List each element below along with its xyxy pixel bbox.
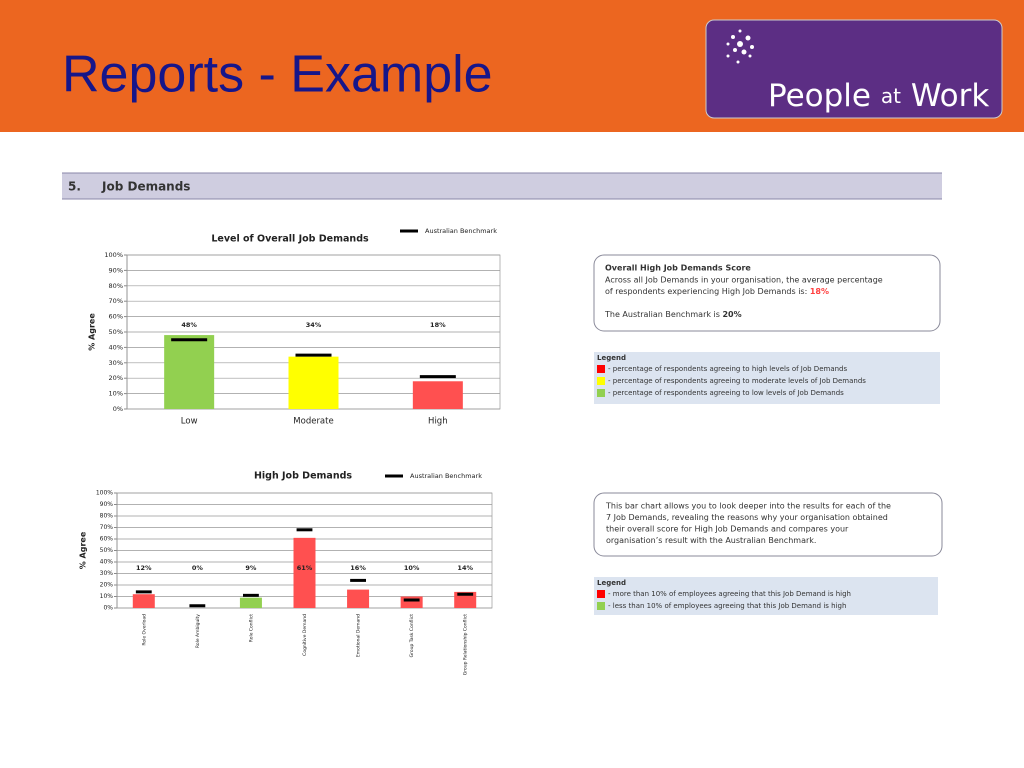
y-tick-label: 30% [109, 359, 123, 367]
x-tick-label: Moderate [293, 417, 333, 427]
value-label: 12% [136, 564, 152, 572]
y-tick-label: 30% [100, 570, 114, 577]
info-text: their overall score for High Job Demands… [606, 525, 849, 534]
info-text: organisation’s result with the Australia… [606, 536, 816, 545]
y-tick-label: 40% [109, 343, 123, 351]
legend-text: - percentage of respondents agreeing to … [608, 377, 866, 385]
y-axis-label: % Agree [88, 313, 97, 351]
x-tick-label: Role Conflict [248, 614, 254, 642]
bar [412, 381, 463, 409]
logo-text: People at Work [768, 78, 989, 114]
info-text: The Australian Benchmark is [604, 310, 722, 319]
y-tick-label: 60% [109, 313, 123, 321]
x-tick-label: Role Overload [141, 614, 147, 646]
info-text: 7 Job Demands, revealing the reasons why… [606, 513, 888, 522]
info-score: 18% [810, 287, 829, 296]
legend-text: - percentage of respondents agreeing to … [608, 389, 844, 397]
y-tick-label: 90% [100, 501, 114, 508]
x-tick-label: Group Relationship Conflict [463, 614, 469, 675]
bar [400, 596, 423, 608]
value-label: 48% [181, 321, 197, 329]
info-text: Across all Job Demands in your organisat… [605, 276, 883, 285]
info-box [593, 492, 943, 557]
x-tick-label: Emotional Demand [356, 614, 362, 657]
value-label: 61% [297, 564, 313, 572]
info-text: of respondents experiencing High Job Dem… [605, 287, 829, 296]
x-tick-label: Cognitive Demand [302, 614, 308, 656]
info-text: The Australian Benchmark is 20% [604, 310, 742, 319]
x-tick-label: Group Task Conflict [409, 614, 415, 658]
y-tick-label: 60% [100, 536, 114, 543]
legend-swatch [597, 377, 605, 385]
info-box [593, 254, 941, 332]
bar [454, 591, 477, 608]
bar [239, 597, 262, 608]
y-tick-label: 10% [109, 390, 123, 398]
legend-text: - less than 10% of employees agreeing th… [608, 602, 846, 610]
section-number: 5. [68, 180, 81, 194]
y-tick-label: 50% [109, 328, 123, 336]
bar [293, 537, 316, 608]
bar [288, 356, 339, 409]
y-tick-label: 0% [103, 605, 113, 612]
y-tick-label: 90% [109, 266, 123, 274]
legend-swatch [597, 365, 605, 373]
info-benchmark: 20% [722, 310, 741, 319]
legend-title: Legend [597, 579, 626, 587]
chart-title: Level of Overall Job Demands [211, 234, 369, 245]
legend-swatch [597, 590, 605, 598]
y-tick-label: 100% [96, 490, 113, 497]
legend-text: - percentage of respondents agreeing to … [608, 365, 847, 373]
logo-word: People [768, 78, 871, 114]
chart-title: High Job Demands [254, 471, 352, 482]
x-tick-label: High [428, 417, 448, 427]
info-text: of respondents experiencing High Job Dem… [605, 287, 810, 296]
y-tick-label: 80% [109, 282, 123, 290]
y-tick-label: 100% [104, 251, 123, 259]
y-tick-label: 0% [113, 405, 123, 413]
value-label: 10% [404, 564, 420, 572]
value-label: 14% [457, 564, 473, 572]
value-label: 0% [192, 564, 204, 572]
logo-word: at [881, 84, 901, 108]
logo-word: Work [911, 78, 990, 114]
y-tick-label: 50% [100, 547, 114, 554]
legend-title: Legend [597, 354, 626, 362]
section-title: Job Demands [101, 180, 190, 194]
value-label: 18% [430, 321, 446, 329]
y-tick-label: 70% [100, 524, 114, 531]
legend-label: Australian Benchmark [425, 227, 497, 235]
legend-box [594, 577, 938, 615]
value-label: 34% [306, 321, 322, 329]
bar [347, 589, 370, 608]
value-label: 16% [350, 564, 366, 572]
section-bar [62, 173, 942, 199]
legend-box [594, 352, 940, 404]
legend-text: - more than 10% of employees agreeing th… [608, 590, 851, 598]
value-label: 9% [245, 564, 257, 572]
logo [705, 19, 1003, 119]
x-tick-label: Role Ambiguity [195, 614, 201, 648]
bar [132, 594, 155, 608]
y-tick-label: 70% [109, 297, 123, 305]
legend-swatch [597, 389, 605, 397]
info-text: This bar chart allows you to look deeper… [605, 502, 891, 511]
legend-label: Australian Benchmark [410, 472, 482, 480]
y-tick-label: 10% [100, 593, 114, 600]
y-tick-label: 40% [100, 559, 114, 566]
y-axis-label: % Agree [79, 531, 88, 569]
info-heading: Overall High Job Demands Score [605, 264, 751, 273]
legend-swatch [597, 602, 605, 610]
y-tick-label: 80% [100, 513, 114, 520]
x-tick-label: Low [181, 417, 198, 427]
logo-dots [726, 29, 754, 64]
y-tick-label: 20% [109, 374, 123, 382]
bar [164, 335, 215, 409]
slide-title: Reports - Example [62, 46, 493, 104]
y-tick-label: 20% [100, 582, 114, 589]
